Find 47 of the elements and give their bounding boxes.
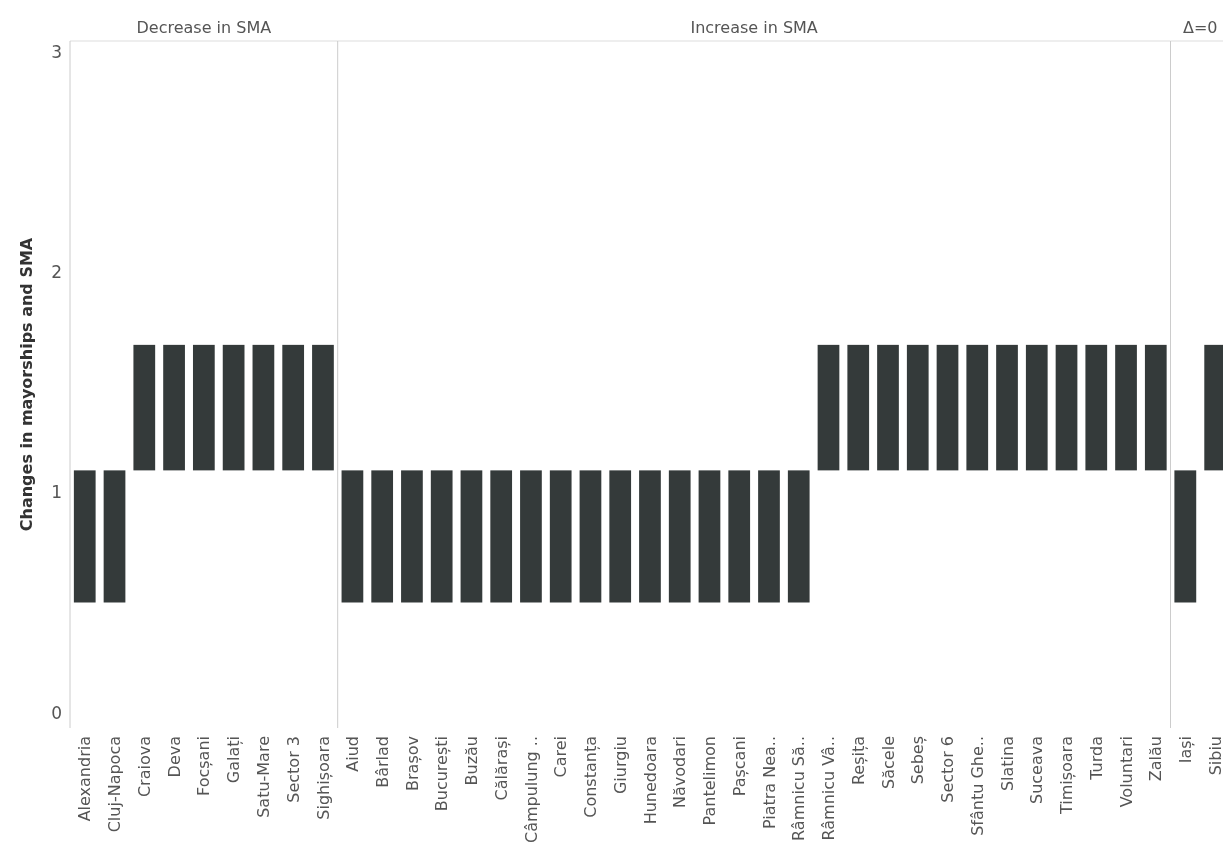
x-tick-label: Timișoara [1057, 736, 1077, 816]
x-tick-label: Brașov [402, 736, 422, 791]
y-axis-title: Changes in mayorships and SMA [17, 237, 36, 532]
x-tick-label: Aiud [343, 736, 363, 772]
x-tick-label: Voluntari [1116, 736, 1136, 808]
y-tick-label: 3 [51, 41, 62, 62]
x-tick-label: Galați [224, 736, 244, 784]
x-tick-label: Sector 6 [938, 736, 958, 803]
y-tick-label: 2 [51, 262, 62, 283]
chart-title: Decrease in SMA [136, 18, 272, 37]
x-tick-label: Năvodari [670, 736, 690, 809]
x-tick-label: Reșița [848, 736, 868, 786]
x-tick-label: Zalău [1146, 736, 1166, 782]
x-tick-label: Iași [1175, 736, 1195, 764]
x-tick-label: Craiova [134, 736, 154, 798]
y-tick-label: 0 [51, 702, 62, 723]
x-tick-label: Câmpulung .. [521, 736, 541, 843]
y-tick-label: 1 [51, 482, 62, 503]
x-tick-label: Râmnicu Vâ.. [819, 736, 839, 841]
x-tick-label: Sector 3 [283, 736, 303, 803]
x-tick-label: Sighișoara [313, 736, 333, 820]
x-tick-label: Râmnicu Să.. [789, 736, 809, 841]
chart-title: Increase in SMA [690, 18, 818, 37]
x-tick-label: Carei [551, 736, 571, 778]
x-tick-label: Sibiu [1205, 736, 1223, 776]
x-tick-label: Alexandria [75, 736, 95, 822]
x-tick-label: Bârlad [372, 736, 392, 788]
x-tick-label: Călărași [491, 736, 511, 801]
chart-title: Δ=0 [1182, 18, 1218, 37]
x-tick-label: Turda [1086, 736, 1106, 781]
x-tick-label: Giurgiu [610, 736, 630, 795]
x-tick-label: Cluj-Napoca [105, 736, 125, 833]
x-tick-label: Slatina [997, 736, 1017, 792]
x-tick-label: București [432, 736, 452, 812]
x-tick-label: Constanța [581, 736, 601, 818]
x-tick-label: Buzău [462, 736, 482, 786]
x-tick-label: Hunedoara [640, 736, 660, 825]
x-tick-label: Suceava [1027, 736, 1047, 805]
x-tick-label: Săcele [878, 736, 898, 789]
x-tick-label: Pașcani [729, 736, 749, 797]
x-tick-label: Sebeș [908, 736, 928, 785]
x-tick-label: Deva [164, 736, 184, 778]
x-tick-label: Satu-Mare [254, 736, 273, 818]
x-tick-label: Piatra Nea.. [759, 736, 779, 830]
x-tick-label: Pantelimon [700, 736, 720, 826]
x-tick-label: Focșani [194, 736, 214, 796]
x-tick-label: Sfântu Ghe.. [967, 736, 987, 836]
